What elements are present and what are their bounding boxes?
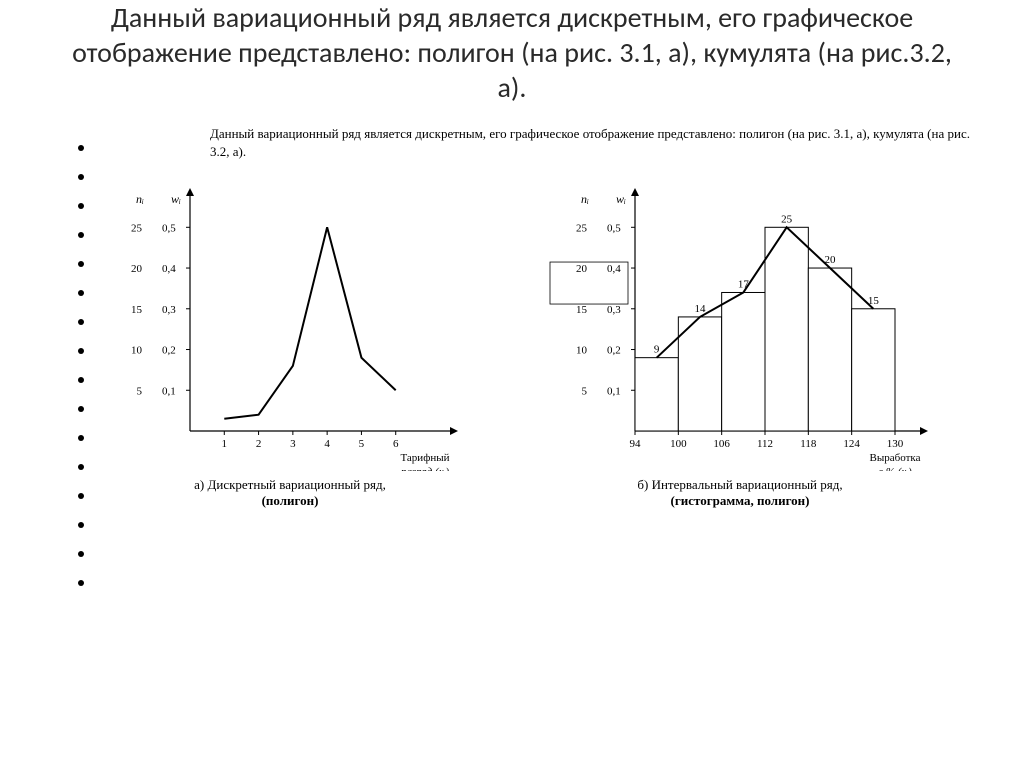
svg-text:5: 5	[359, 438, 365, 450]
svg-text:nᵢ: nᵢ	[581, 192, 589, 206]
svg-text:5: 5	[137, 386, 143, 398]
svg-text:112: 112	[757, 438, 773, 450]
svg-text:0,5: 0,5	[607, 223, 621, 235]
bullet-dot	[78, 232, 84, 238]
bullet-dot	[78, 435, 84, 441]
svg-text:15: 15	[131, 304, 143, 316]
bullet-dot	[78, 261, 84, 267]
chart-b-caption: б) Интервальный вариационный ряд, (гисто…	[530, 477, 950, 509]
svg-text:20: 20	[576, 263, 588, 275]
svg-text:wᵢ: wᵢ	[171, 192, 181, 206]
svg-text:0,2: 0,2	[607, 345, 621, 357]
svg-text:4: 4	[324, 438, 330, 450]
svg-text:100: 100	[670, 438, 687, 450]
svg-text:5: 5	[582, 386, 588, 398]
svg-text:25: 25	[131, 223, 143, 235]
svg-text:0,2: 0,2	[162, 345, 176, 357]
svg-text:Тарифный: Тарифный	[400, 452, 449, 464]
svg-text:разряд (xᵢ): разряд (xᵢ)	[400, 466, 449, 471]
bullet-dot	[78, 464, 84, 470]
svg-text:25: 25	[576, 223, 588, 235]
bullet-dot	[78, 174, 84, 180]
svg-text:в % (xᵢ): в % (xᵢ)	[878, 466, 912, 471]
page-heading: Данный вариационный ряд является дискрет…	[60, 0, 964, 105]
chart-a-caption-line2: (полигон)	[262, 493, 319, 508]
main-content: Данный вариационный ряд является дискрет…	[100, 125, 984, 509]
svg-text:1: 1	[222, 438, 228, 450]
svg-text:0,5: 0,5	[162, 223, 176, 235]
bullet-dot	[78, 348, 84, 354]
svg-text:0,3: 0,3	[607, 304, 621, 316]
svg-text:14: 14	[695, 303, 707, 315]
svg-text:0,4: 0,4	[607, 263, 621, 275]
charts-row: 5 0,1 10 0,2 15 0,3 20 0,4 25 0,5 nᵢ wᵢ 1 2 3 4 5 6Тарифн…	[100, 171, 984, 509]
chart-a-caption: а) Дискретный вариационный ряд, (полигон…	[100, 477, 480, 509]
svg-text:nᵢ: nᵢ	[136, 192, 144, 206]
svg-text:6: 6	[393, 438, 399, 450]
svg-text:106: 106	[713, 438, 730, 450]
bullet-dot	[78, 493, 84, 499]
svg-text:3: 3	[290, 438, 296, 450]
chart-b-caption-line1: б) Интервальный вариационный ряд,	[637, 477, 842, 492]
chart-a-polygon: 5 0,1 10 0,2 15 0,3 20 0,4 25 0,5 nᵢ wᵢ 1 2 3 4 5 6Тарифн…	[100, 171, 480, 471]
svg-text:25: 25	[781, 214, 793, 226]
bullet-dot	[78, 290, 84, 296]
svg-text:0,1: 0,1	[162, 386, 176, 398]
bullet-dot	[78, 551, 84, 557]
svg-text:124: 124	[843, 438, 860, 450]
bullet-dot	[78, 203, 84, 209]
chart-a-block: 5 0,1 10 0,2 15 0,3 20 0,4 25 0,5 nᵢ wᵢ 1 2 3 4 5 6Тарифн…	[100, 171, 480, 509]
bullet-dot	[78, 145, 84, 151]
slide-page: Данный вариационный ряд является дискрет…	[0, 0, 1024, 619]
svg-text:wᵢ: wᵢ	[616, 192, 626, 206]
chart-a-caption-line1: а) Дискретный вариационный ряд,	[194, 477, 386, 492]
bullet-dot	[78, 319, 84, 325]
svg-text:94: 94	[630, 438, 642, 450]
bullet-list	[40, 125, 100, 609]
svg-text:130: 130	[887, 438, 904, 450]
svg-text:Выработка: Выработка	[870, 452, 921, 464]
svg-text:15: 15	[576, 304, 588, 316]
svg-text:10: 10	[131, 345, 143, 357]
subheading-text: Данный вариационный ряд является дискрет…	[210, 125, 970, 161]
svg-text:20: 20	[131, 263, 143, 275]
svg-text:0,4: 0,4	[162, 263, 176, 275]
chart-b-block: 50,1100,2150,3200,4250,5nᵢwᵢ914172520159…	[530, 171, 950, 509]
svg-text:118: 118	[800, 438, 817, 450]
svg-text:0,1: 0,1	[607, 386, 621, 398]
bullet-dot	[78, 580, 84, 586]
svg-text:9: 9	[654, 344, 660, 356]
content-row: Данный вариационный ряд является дискрет…	[40, 125, 984, 609]
chart-b-caption-line2: (гистограмма, полигон)	[671, 493, 810, 508]
chart-b-histogram: 50,1100,2150,3200,4250,5nᵢwᵢ914172520159…	[530, 171, 950, 471]
svg-text:0,3: 0,3	[162, 304, 176, 316]
svg-text:10: 10	[576, 345, 588, 357]
bullet-dot	[78, 377, 84, 383]
svg-text:2: 2	[256, 438, 261, 450]
bullet-dot	[78, 406, 84, 412]
bullet-dot	[78, 522, 84, 528]
